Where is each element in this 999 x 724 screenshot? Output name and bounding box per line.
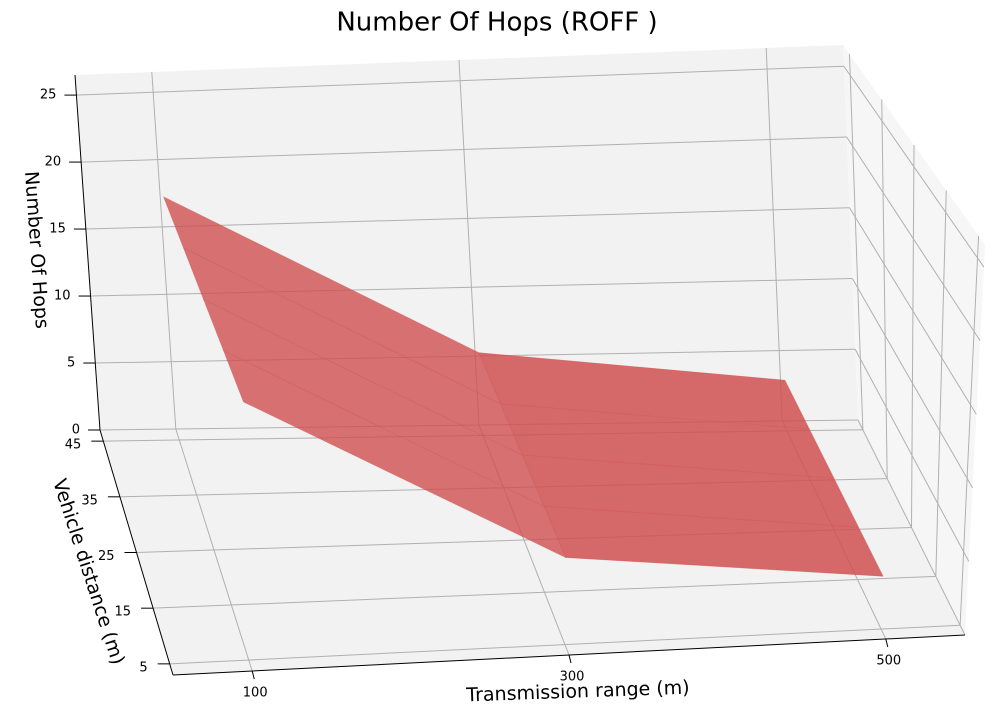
grid-line	[857, 419, 966, 636]
grid-line	[851, 278, 973, 489]
surface-patch	[500, 403, 835, 479]
grid-line	[849, 207, 977, 415]
grid-line	[76, 65, 844, 96]
z-axis-line	[74, 74, 101, 431]
z-tick-label: 25	[40, 88, 57, 103]
grid-line	[153, 575, 936, 609]
chart-title: Number Of Hops (ROFF )	[336, 8, 657, 38]
z-tick-label: 5	[67, 356, 75, 371]
grid-line	[81, 136, 847, 163]
y-tick-label: 5	[139, 660, 147, 675]
grid-line	[881, 99, 888, 479]
grid-line	[843, 65, 985, 268]
z-tick-label: 20	[45, 155, 62, 170]
grid-line	[935, 190, 947, 577]
side-pane	[843, 45, 985, 635]
surface-patch	[478, 352, 811, 430]
z-tick-label: 15	[49, 222, 66, 237]
grid-line	[151, 71, 177, 430]
x-tick-label: 100	[243, 686, 268, 701]
grid-line	[848, 54, 864, 430]
tick-mark	[251, 670, 255, 680]
z-tick-label: 10	[54, 289, 71, 304]
grid-line	[169, 624, 961, 665]
grid-line	[846, 136, 981, 341]
tick-mark	[568, 654, 572, 664]
grid-line	[959, 235, 980, 626]
x-tick-label: 300	[560, 670, 585, 685]
grid-line	[854, 349, 970, 562]
z-axis-label: Number Of Hops	[20, 170, 53, 329]
x-tick-label: 500	[876, 654, 901, 669]
y-tick-label: 35	[81, 493, 98, 508]
x-axis-line	[172, 634, 966, 676]
y-tick-label: 25	[98, 549, 115, 564]
grid-line	[765, 47, 783, 422]
y-tick-label: 15	[115, 605, 132, 620]
grid-line	[911, 144, 915, 528]
tick-mark	[885, 638, 889, 648]
z-tick-label: 0	[72, 423, 80, 438]
y-axis-line	[99, 429, 174, 676]
y-tick-label: 45	[65, 438, 82, 453]
surface-patch	[543, 506, 884, 577]
